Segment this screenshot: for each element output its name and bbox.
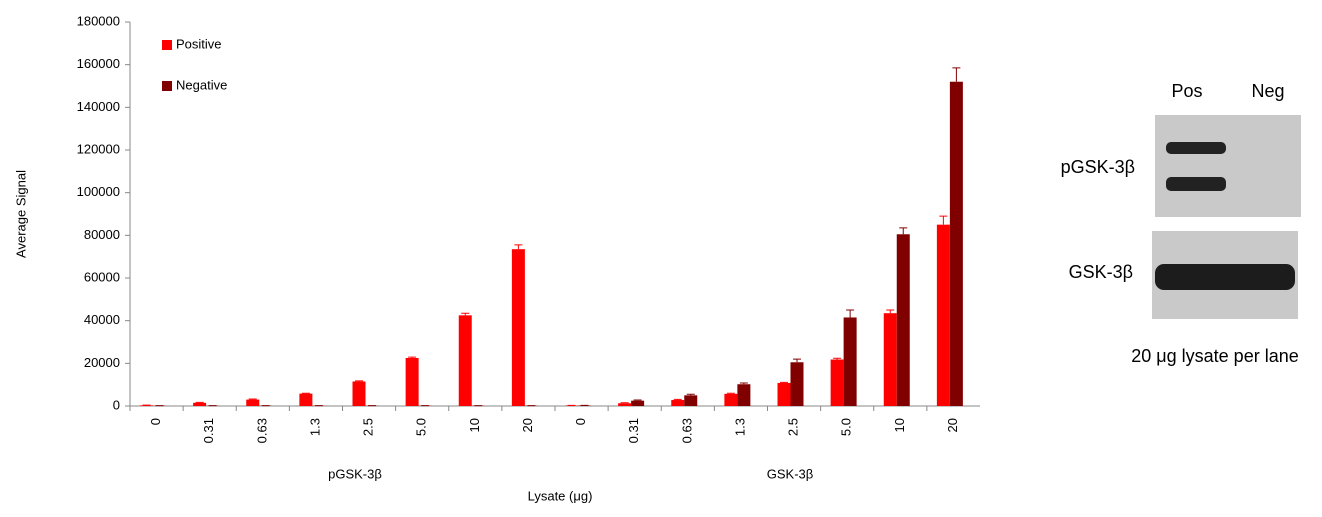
- x-tick-label: 0: [573, 418, 588, 425]
- error-bar: [634, 400, 642, 401]
- legend-label: Positive: [176, 36, 222, 51]
- x-tick-label: 20: [520, 418, 535, 432]
- x-tick-label: 2.5: [786, 418, 801, 436]
- bar: [618, 403, 631, 406]
- bar: [193, 403, 206, 406]
- error-bar: [886, 310, 894, 313]
- group-label: pGSK-3β: [328, 466, 382, 481]
- error-bar: [408, 357, 416, 358]
- row-label: pGSK-3β: [1061, 157, 1135, 177]
- y-tick-label: 120000: [77, 141, 120, 156]
- bar: [831, 359, 844, 406]
- bar: [299, 394, 312, 406]
- x-tick-label: 20: [945, 418, 960, 432]
- x-tick-label: 0.63: [679, 418, 694, 443]
- y-tick-label: 60000: [84, 269, 120, 284]
- bar: [737, 384, 750, 406]
- lane-label: Neg: [1251, 81, 1284, 101]
- error-bar: [793, 359, 801, 362]
- x-tick-label: 0.63: [254, 418, 269, 443]
- y-tick-label: 140000: [77, 99, 120, 114]
- x-tick-label: 2.5: [361, 418, 376, 436]
- bar: [937, 225, 950, 406]
- y-tick-label: 0: [113, 397, 120, 412]
- error-bar: [249, 399, 257, 400]
- bar: [512, 249, 525, 406]
- error-bar: [514, 245, 522, 249]
- x-axis-label: Lysate (μg): [528, 488, 593, 503]
- x-tick-label: 5.0: [839, 418, 854, 436]
- error-bar: [740, 383, 748, 384]
- bar: [778, 383, 791, 406]
- bar: [631, 401, 644, 406]
- y-axis-label: Average Signal: [13, 170, 28, 258]
- x-tick-label: 5.0: [414, 418, 429, 436]
- x-tick-label: 1.3: [307, 418, 322, 436]
- row-label: GSK-3β: [1069, 262, 1133, 282]
- y-tick-label: 100000: [77, 184, 120, 199]
- lane-label: Pos: [1171, 81, 1202, 101]
- legend-swatch: [162, 40, 172, 50]
- y-tick-label: 160000: [77, 56, 120, 71]
- bar: [406, 358, 419, 406]
- bar: [246, 400, 259, 406]
- x-tick-label: 10: [467, 418, 482, 432]
- y-tick-label: 80000: [84, 227, 120, 242]
- blot-panel: [1155, 115, 1301, 217]
- blot-band: [1166, 142, 1226, 154]
- error-bar: [674, 399, 682, 400]
- bar: [897, 234, 910, 406]
- bar: [844, 317, 857, 406]
- y-tick-label: 180000: [77, 13, 120, 28]
- error-bar: [727, 393, 735, 394]
- error-bar: [355, 381, 363, 382]
- error-bar: [461, 313, 469, 315]
- bar: [353, 381, 366, 406]
- bar: [459, 315, 472, 406]
- error-bar: [780, 382, 788, 383]
- bar: [791, 362, 804, 406]
- group-label: GSK-3β: [767, 466, 814, 481]
- error-bar: [687, 394, 695, 395]
- bar: [884, 313, 897, 406]
- x-tick-label: 1.3: [732, 418, 747, 436]
- error-bar: [833, 358, 841, 359]
- y-tick-label: 40000: [84, 312, 120, 327]
- x-tick-label: 0.31: [201, 418, 216, 443]
- error-bar: [939, 216, 947, 225]
- blot-band: [1166, 177, 1226, 191]
- blot: Pos Neg pGSK-3β GSK-3β 20 μg lysate per …: [1061, 81, 1301, 366]
- error-bar: [899, 228, 907, 234]
- legend-swatch: [162, 81, 172, 91]
- y-tick-label: 20000: [84, 355, 120, 370]
- legend-label: Negative: [176, 77, 227, 92]
- blot-band: [1155, 264, 1295, 290]
- error-bar: [846, 310, 854, 317]
- blot-caption: 20 μg lysate per lane: [1131, 346, 1298, 366]
- bar: [671, 400, 684, 406]
- bar: [684, 395, 697, 406]
- x-tick-label: 0: [148, 418, 163, 425]
- bar: [724, 394, 737, 406]
- x-tick-label: 10: [892, 418, 907, 432]
- x-tick-label: 0.31: [626, 418, 641, 443]
- bar: [950, 82, 963, 406]
- error-bar: [952, 68, 960, 82]
